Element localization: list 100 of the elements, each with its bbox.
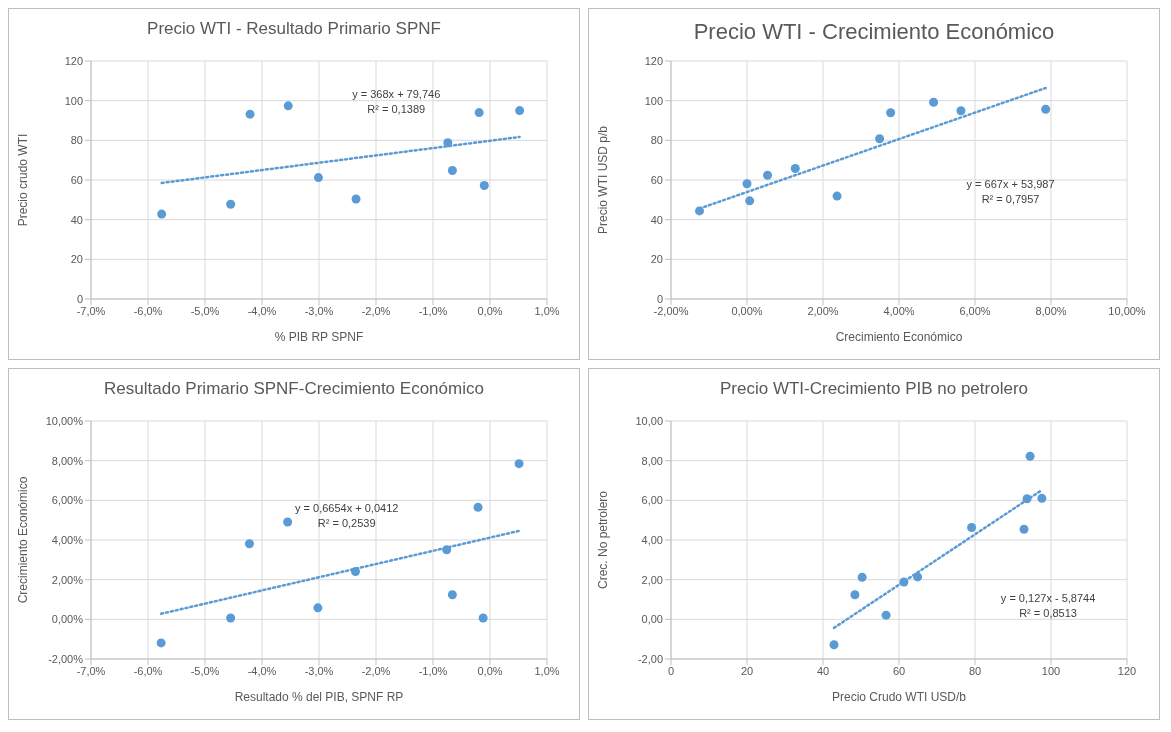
x-tick-label: -3,0% <box>304 304 334 317</box>
point <box>875 134 885 144</box>
y-axis-title: Crec. No petrolero <box>596 490 611 590</box>
point <box>850 590 860 600</box>
y-axis-title: Precio WTI USD p/b <box>596 125 611 235</box>
point <box>478 613 488 623</box>
y-tick-label: 0 <box>656 292 663 305</box>
y-tick-label: 60 <box>650 173 663 186</box>
y-tick-label: 80 <box>650 134 663 147</box>
annotation: R² = 0,7957 <box>980 192 1041 207</box>
annotation: R² = 0,8513 <box>1018 606 1078 621</box>
y-tick-label: 80 <box>70 134 83 147</box>
x-axis-title: Precio Crudo WTI USD/b <box>831 690 967 704</box>
chart-title: Resultado Primario SPNF-Crecimiento Económico <box>103 379 485 400</box>
y-tick-label: -2,00% <box>48 652 84 665</box>
y-tick-label: 0 <box>76 292 83 305</box>
y-tick-label: -2,00 <box>637 652 663 665</box>
point <box>1041 104 1051 114</box>
y-tick-label: 6,00 <box>641 494 663 507</box>
x-tick-label: 10,00% <box>1108 304 1146 317</box>
point <box>244 539 254 549</box>
point <box>447 590 457 600</box>
point <box>967 523 977 533</box>
y-tick-label: 8,00% <box>51 454 84 467</box>
y-tick-label: 0,00% <box>51 613 84 626</box>
point <box>515 106 525 116</box>
annotation: R² = 0,1389 <box>366 102 427 117</box>
x-tick-label: 6,00% <box>959 304 991 317</box>
chart-title: Precio WTI - Resultado Primario SPNF <box>146 19 442 40</box>
x-tick-label: -4,0% <box>247 304 277 317</box>
x-tick-label: 120 <box>1117 664 1137 677</box>
y-tick-label: 10,00% <box>45 414 84 427</box>
x-tick-label: -7,0% <box>76 664 106 677</box>
point <box>283 101 293 111</box>
x-tick-label: 2,00% <box>807 304 839 317</box>
x-tick-label: 0,0% <box>477 304 503 317</box>
x-tick-label: -1,0% <box>418 664 448 677</box>
annotation: R² = 0,2539 <box>316 516 377 531</box>
y-tick-label: 120 <box>644 54 663 67</box>
x-tick-label: -5,0% <box>190 664 220 677</box>
point <box>283 517 293 527</box>
x-tick-label: 80 <box>968 664 982 677</box>
point <box>350 567 360 577</box>
point <box>157 209 167 219</box>
x-tick-label: -4,0% <box>247 664 277 677</box>
point <box>829 640 839 650</box>
point <box>351 194 361 204</box>
y-tick-label: 40 <box>70 213 83 226</box>
point <box>1025 451 1035 461</box>
x-tick-label: 0,00% <box>731 304 763 317</box>
y-tick-label: 10,00 <box>635 414 663 427</box>
point <box>226 613 236 623</box>
point <box>447 165 457 175</box>
y-tick-label: 100 <box>644 94 663 107</box>
point <box>742 179 752 189</box>
annotation: y = 0,127x - 5,8744 <box>1000 591 1096 606</box>
x-tick-label: 60 <box>892 664 906 677</box>
point <box>832 191 842 201</box>
x-tick-label: 100 <box>1041 664 1061 677</box>
point <box>514 459 524 469</box>
point <box>474 108 484 118</box>
x-tick-label: -1,0% <box>418 304 448 317</box>
point <box>695 206 704 216</box>
x-axis-title: Resultado % del PIB, SPNF RP <box>234 690 404 704</box>
x-tick-label: 0 <box>667 664 675 677</box>
y-tick-label: 2,00 <box>641 573 663 586</box>
y-axis-title: Crecimiento Económico <box>16 476 31 604</box>
point <box>1022 494 1032 504</box>
annotation: y = 667x + 53,987 <box>966 177 1055 192</box>
y-tick-label: 100 <box>64 94 83 107</box>
y-tick-label: 4,00% <box>51 533 84 546</box>
point <box>313 603 323 613</box>
chart-title: Precio WTI - Crecimiento Económico <box>692 19 1056 46</box>
point <box>479 181 489 191</box>
x-tick-label: -2,0% <box>361 664 391 677</box>
point <box>443 138 453 148</box>
y-tick-label: 60 <box>70 173 83 186</box>
y-tick-label: 8,00 <box>641 454 663 467</box>
x-axis-title: % PIB RP SPNF <box>274 330 364 344</box>
point <box>956 106 966 116</box>
x-tick-label: 20 <box>740 664 754 677</box>
x-tick-label: 0,0% <box>477 664 503 677</box>
point <box>473 502 483 512</box>
x-tick-label: 8,00% <box>1035 304 1067 317</box>
point <box>245 109 255 119</box>
y-tick-label: 4,00 <box>641 533 663 546</box>
x-axis-title: Crecimiento Económico <box>835 330 963 344</box>
x-tick-label: -6,0% <box>133 304 163 317</box>
x-tick-label: -7,0% <box>76 304 106 317</box>
point <box>313 173 323 183</box>
x-tick-label: -5,0% <box>190 304 220 317</box>
point <box>913 572 923 582</box>
x-tick-label: -3,0% <box>304 664 334 677</box>
point <box>1037 493 1047 503</box>
y-tick-label: 20 <box>650 253 663 266</box>
point <box>1019 524 1029 534</box>
y-axis-title: Precio crudo WTI <box>16 133 31 227</box>
x-tick-label: -6,0% <box>133 664 163 677</box>
y-tick-label: 20 <box>70 253 83 266</box>
y-tick-label: 6,00% <box>51 494 84 507</box>
